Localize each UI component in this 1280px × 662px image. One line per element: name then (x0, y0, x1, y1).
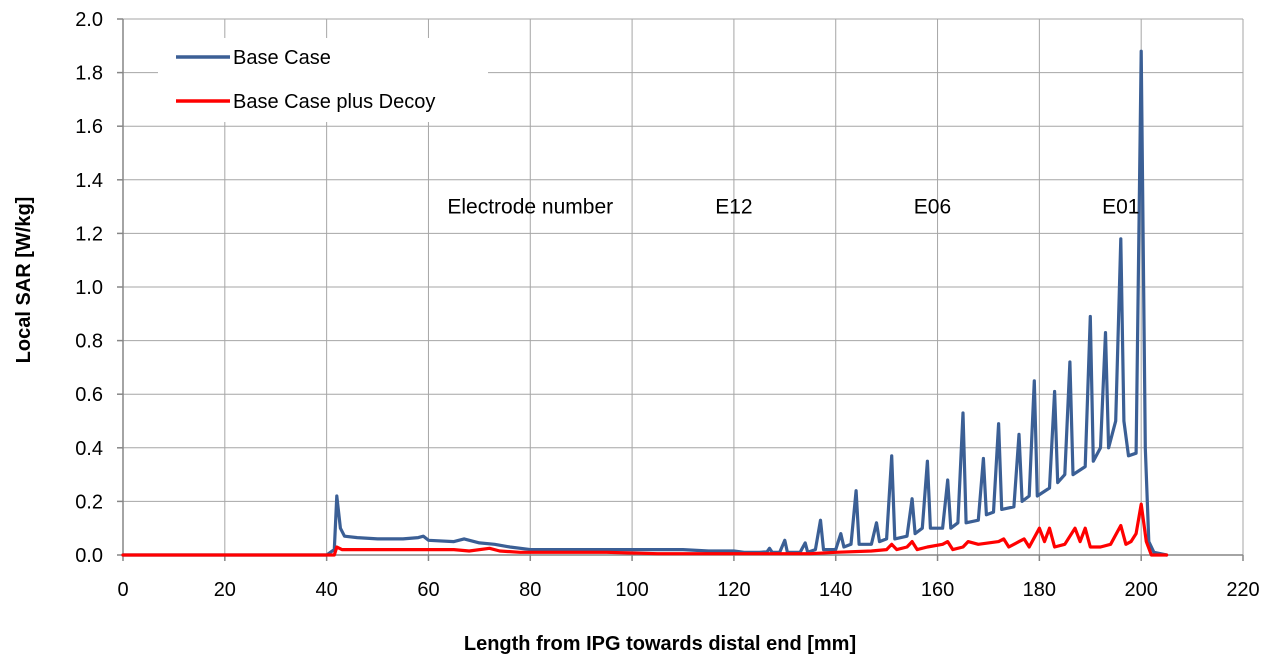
x-tick-label: 60 (417, 579, 439, 601)
y-tick-label: 0.0 (75, 545, 103, 567)
y-tick-labels: 0.0 0.2 0.4 0.6 0.8 1.0 1.2 1.4 1.6 1.8 2.0 (75, 9, 103, 567)
annotation-label: E12 (715, 196, 752, 219)
y-tick-label: 0.2 (75, 491, 103, 513)
y-tick-label: 0.4 (75, 438, 103, 460)
y-axis-title: Local SAR [W/kg] (13, 197, 35, 364)
series-line-base-case (121, 49, 1169, 557)
x-tick-label: 100 (615, 579, 648, 601)
legend-label-base-case-plus-decoy: Base Case plus Decoy (233, 91, 435, 113)
legend: Base Case Base Case plus Decoy (158, 38, 488, 122)
x-axis-title: Length from IPG towards distal end [mm] (464, 633, 856, 655)
x-tick-label: 200 (1124, 579, 1157, 601)
y-tick-label: 1.0 (75, 277, 103, 299)
y-tick-label: 1.4 (75, 170, 103, 192)
legend-label-base-case: Base Case (233, 47, 331, 69)
x-tick-labels: 0 20 40 60 80 100 120 140 160 180 200 220 (117, 579, 1259, 601)
y-tick-label: 2.0 (75, 9, 103, 31)
annotation-label: Electrode number (447, 196, 613, 219)
x-tick-label: 220 (1226, 579, 1259, 601)
series-line-base-case-plus-decoy (121, 502, 1169, 557)
annotation-label: E01 (1102, 196, 1139, 219)
y-tick-label: 1.8 (75, 63, 103, 85)
y-tick-label: 0.8 (75, 331, 103, 353)
x-tick-label: 80 (519, 579, 541, 601)
x-tick-label: 40 (316, 579, 338, 601)
y-tick-label: 0.6 (75, 384, 103, 406)
annotation-label: E06 (914, 196, 951, 219)
series-layer (121, 49, 1169, 557)
y-tick-label: 1.2 (75, 223, 103, 245)
x-tick-label: 0 (117, 579, 128, 601)
x-tick-label: 20 (214, 579, 236, 601)
x-tick-label: 120 (717, 579, 750, 601)
x-tick-label: 140 (819, 579, 852, 601)
annotations: Electrode number E12 E06 E01 (447, 196, 1139, 219)
x-tick-label: 180 (1023, 579, 1056, 601)
x-tick-label: 160 (921, 579, 954, 601)
legend-box (158, 38, 488, 122)
y-tick-label: 1.6 (75, 116, 103, 138)
